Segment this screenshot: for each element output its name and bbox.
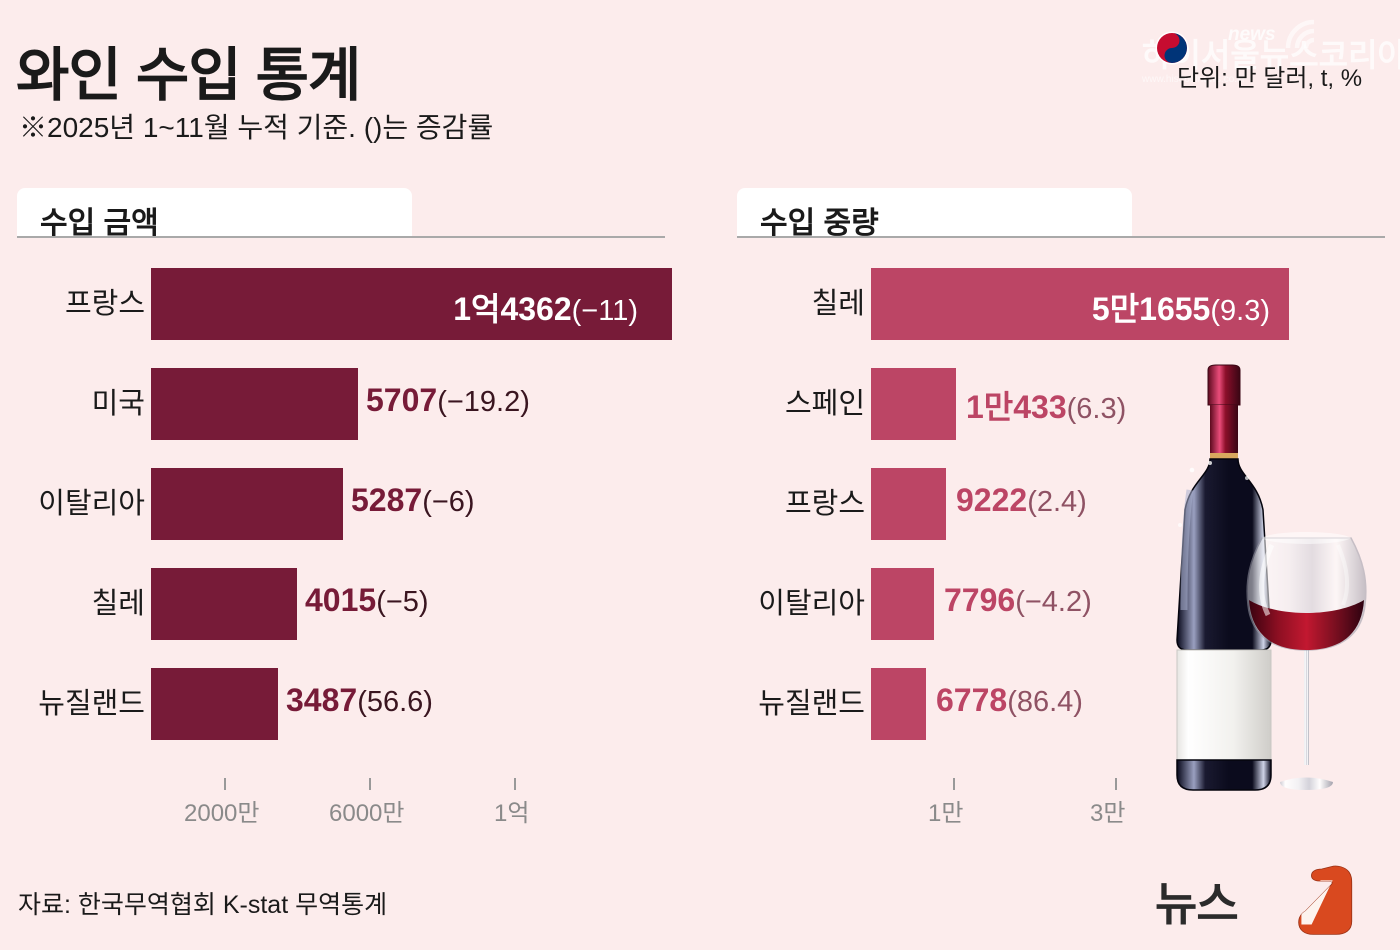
svg-text:뉴스: 뉴스 — [1155, 878, 1238, 930]
